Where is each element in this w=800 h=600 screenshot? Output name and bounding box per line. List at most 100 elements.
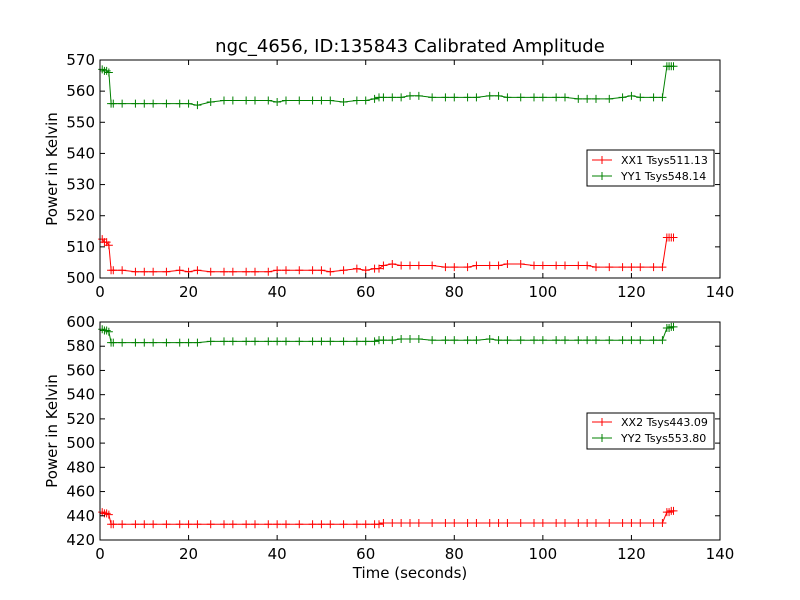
series-point [516,519,525,528]
series-point [361,337,370,346]
legend-box [586,412,715,450]
series-point [530,336,538,345]
series-point [561,336,569,345]
series-point [379,519,388,528]
legend-swatch-marker [598,172,606,180]
plot-bottom-series [98,322,678,529]
plot-bottom-y-axis-title: Power in Kelvin [43,374,61,488]
series-point [379,261,388,270]
series-point [273,337,282,346]
series-point [140,99,149,108]
series-point [428,519,437,528]
series-point [485,519,494,528]
series-point [618,336,627,345]
series-point [658,93,667,102]
series-point [317,337,326,346]
series-point [339,266,348,275]
series-point [494,91,503,100]
series-point [104,510,113,519]
series-point [193,338,202,347]
series-point [592,519,600,528]
series-point [397,519,406,528]
x-tick-label: 100 [529,283,558,301]
legend-label: XX2 Tsys443.09 [621,416,708,429]
y-tick-label: 500 [66,269,95,287]
legend-swatch-marker [598,434,606,442]
series-point [552,336,561,345]
series-point [658,336,667,345]
series-point [339,520,348,529]
series-point [104,327,113,336]
series-point [530,519,538,528]
plot-top-frame [99,59,721,279]
series-point [583,261,592,270]
series-point [516,259,525,268]
series-point [636,93,645,102]
series-point [516,336,525,345]
series-point [649,519,658,528]
x-tick-label: 120 [617,545,646,563]
plot-bottom: 0 20 40 60 80 100 120 140 420 440 460 480 500 520 540… [43,313,734,582]
series-point [414,519,423,528]
series-point [242,96,251,105]
legend-swatch-marker [598,418,606,426]
series-point [162,338,171,347]
series-point [282,520,290,529]
series-point [118,99,127,108]
series-point [649,336,658,345]
series-point [370,94,379,103]
series-point [649,263,658,272]
series-point [406,91,414,100]
x-tick-label: 0 [95,283,105,301]
series-point [406,261,414,270]
series-point [175,520,184,529]
series-point [317,266,326,275]
series-point [636,336,645,345]
series-point [552,93,561,102]
x-tick-label: 60 [356,545,375,563]
series-point [428,261,437,270]
plot-top-y-ticks: 500 510 520 530 540 550 560 570 [66,51,720,287]
series-point [352,264,361,273]
y-tick-label: 420 [66,531,95,549]
series-point [339,98,348,107]
series-point [583,519,592,528]
series-point [295,266,304,275]
series-point [273,520,282,529]
series-point [649,93,658,102]
series-point [242,520,251,529]
series-point [406,519,414,528]
series-point [538,93,547,102]
series-point [441,336,450,345]
series-point [184,338,193,347]
series-point [658,519,667,528]
plot-top-x-ticks: 0 20 40 60 80 100 120 140 [95,60,734,301]
series-point [561,93,569,102]
legend-label: YY2 Tsys553.80 [620,432,706,445]
series-point [472,519,481,528]
series-point [118,266,127,275]
series-point [503,336,512,345]
series-point [118,520,127,529]
series-point [264,96,273,105]
series-point [282,266,290,275]
series-point [397,93,406,102]
series-point [388,336,397,345]
figure-title: ngc_4656, ID:135843 Calibrated Amplitude [215,36,605,57]
y-tick-label: 570 [66,51,95,69]
series-point [175,99,184,108]
series-point [228,520,237,529]
x-tick-label: 40 [268,283,287,301]
series-point [282,96,290,105]
series-point [118,338,127,347]
series-point [264,337,273,346]
plot-bottom-x-ticks: 0 20 40 60 80 100 120 140 [95,322,734,563]
series-point [184,99,193,108]
series-point [131,338,140,347]
series-point [220,267,228,276]
series-point [552,519,561,528]
series-point [618,519,627,528]
series-point [375,264,383,273]
series-point [184,520,193,529]
